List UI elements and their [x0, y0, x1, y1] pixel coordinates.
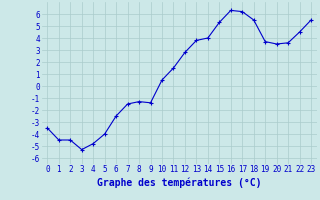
X-axis label: Graphe des températures (°C): Graphe des températures (°C) — [97, 177, 261, 188]
